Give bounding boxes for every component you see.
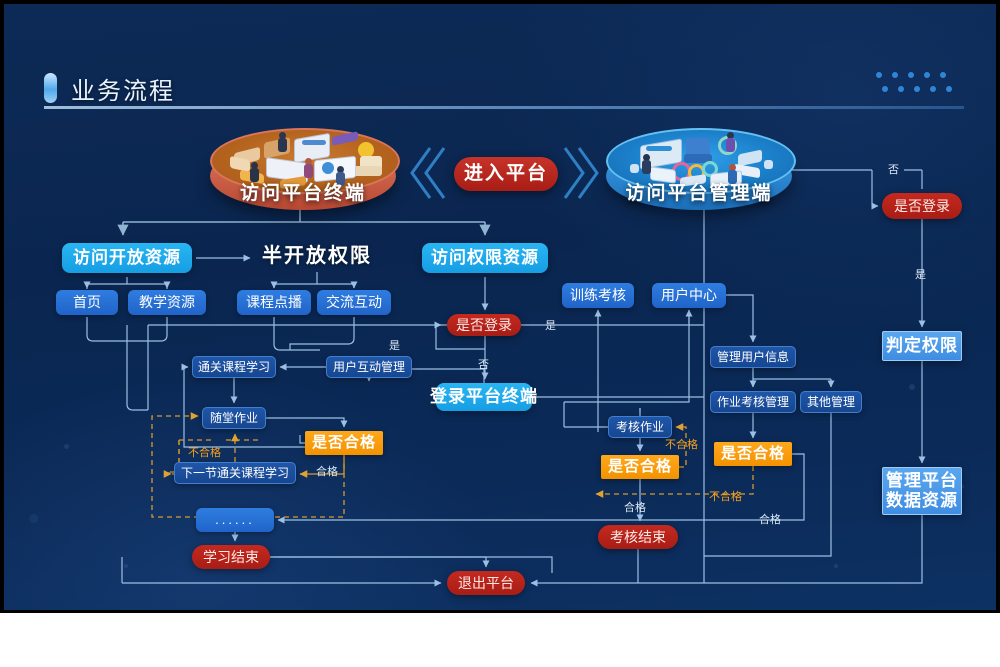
dot-grid-icon [876, 72, 956, 100]
flow-node-n5[interactable]: 教学资源 [128, 290, 206, 315]
header-divider [44, 106, 964, 109]
edge-label: 是 [389, 340, 400, 352]
edge-label: 不合格 [709, 491, 742, 503]
pill-icon [44, 73, 57, 103]
prop-screen-bar [302, 140, 326, 145]
flow-node-n8[interactable]: 训练考核 [562, 283, 634, 308]
prop-stack [350, 166, 382, 176]
edge-label: 合格 [759, 514, 781, 526]
flow-node-n26[interactable]: 考核结束 [598, 525, 678, 549]
edge-label: 合格 [624, 502, 646, 514]
edge-label: 不合格 [188, 447, 221, 459]
edge-label: 不合格 [665, 439, 698, 451]
flow-node-n22[interactable]: 其他管理 [800, 391, 862, 413]
flow-node-n12[interactable]: 通关课程学习 [192, 356, 276, 378]
edge-label: 否 [478, 359, 489, 371]
edge-label: 是 [915, 269, 926, 281]
flow-node-n23[interactable]: 考核作业 [608, 416, 672, 438]
right-platform-illustration: 访问平台管理端 [606, 128, 796, 210]
flow-node-n9[interactable]: 用户中心 [652, 283, 726, 308]
flow-node-n4[interactable]: 首页 [56, 290, 118, 315]
flow-node-n24[interactable]: 是否合格 [601, 455, 679, 479]
flow-node-n6[interactable]: 课程点播 [237, 290, 311, 315]
flow-node-n1[interactable]: 访问开放资源 [62, 243, 192, 273]
flow-node-n21[interactable]: 作业考核管理 [710, 391, 796, 413]
left-platform-illustration: 访问平台终端 [210, 128, 400, 210]
bg-speck [64, 444, 69, 449]
flow-node-n27[interactable]: 是否登录 [882, 193, 962, 219]
page-header: 业务流程 [44, 68, 175, 108]
page-title: 业务流程 [71, 77, 175, 105]
flow-node-n29[interactable]: 管理平台 数据资源 [882, 467, 962, 515]
flow-node-n18[interactable]: 学习结束 [192, 545, 270, 569]
flow-node-n10[interactable]: 是否登录 [447, 314, 521, 336]
flow-node-n3[interactable]: 访问权限资源 [422, 243, 548, 273]
prop-coin [358, 142, 374, 158]
bg-speck [124, 564, 128, 568]
flow-node-n14[interactable]: 随堂作业 [202, 407, 266, 429]
dot-row [882, 86, 956, 92]
flow-node-n28[interactable]: 判定权限 [882, 331, 962, 361]
flow-node-n16[interactable]: 下一节通关课程学习 [174, 462, 296, 484]
prop-server [684, 154, 712, 163]
edge-label: 是 [545, 320, 556, 332]
bg-speck [909, 384, 915, 390]
prop-pie [322, 162, 334, 174]
flow-node-n17[interactable]: ...... [196, 508, 274, 532]
chevron-double-right-icon [561, 144, 601, 202]
flow-node-n11[interactable]: 登录平台终端 [430, 383, 537, 411]
bg-speck [29, 514, 38, 523]
prop-cube [630, 164, 639, 173]
enter-platform-button[interactable]: 进入平台 [454, 157, 558, 191]
flow-node-n7[interactable]: 交流互动 [317, 290, 391, 315]
flow-node-n19[interactable]: 退出平台 [447, 571, 525, 595]
edge-label: 否 [888, 164, 899, 176]
outer-frame: 业务流程 [0, 0, 1000, 613]
flow-node-n2[interactable]: 半开放权限 [262, 245, 372, 268]
prop-cube [764, 160, 773, 169]
flow-node-n13[interactable]: 用户互动管理 [326, 356, 412, 378]
slide-panel: 业务流程 [4, 4, 996, 610]
flow-connectors [83, 169, 926, 587]
left-platform-caption: 访问平台终端 [239, 183, 366, 204]
flow-node-n15[interactable]: 是否合格 [305, 431, 383, 455]
edge-label: 合格 [316, 466, 338, 478]
prop-screen-bar [646, 146, 672, 151]
footer-whitespace [0, 613, 1000, 667]
flow-node-n25[interactable]: 是否合格 [714, 442, 792, 466]
bg-speck [834, 564, 838, 568]
right-platform-caption: 访问平台管理端 [625, 183, 773, 204]
flow-node-n20[interactable]: 管理用户信息 [710, 346, 796, 368]
chevron-double-left-icon [408, 144, 448, 202]
dot-row [876, 72, 956, 78]
